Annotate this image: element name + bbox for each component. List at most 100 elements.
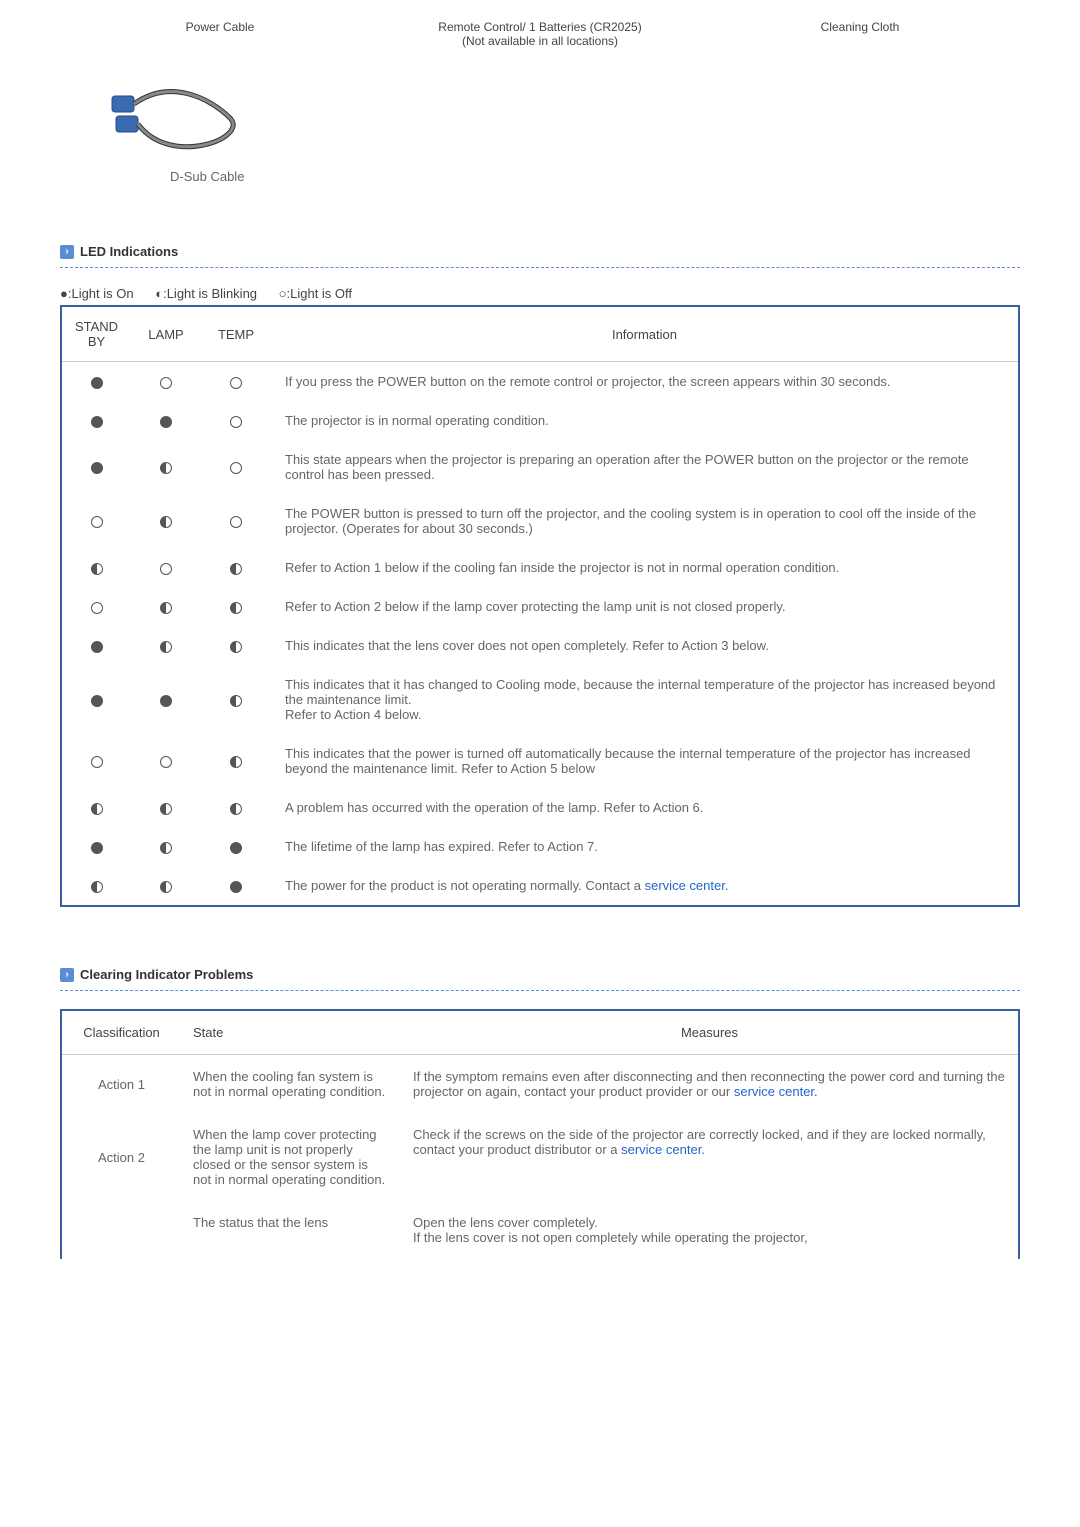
indicator-blink-icon	[91, 803, 103, 815]
led-cell	[61, 866, 131, 906]
th-state: State	[181, 1010, 401, 1055]
led-info: The projector is in normal operating con…	[271, 401, 1019, 440]
indicator-on-icon	[91, 842, 103, 854]
label-power-cable: Power Cable	[60, 20, 380, 48]
indicator-blink-icon	[230, 602, 242, 614]
th-info: Information	[271, 306, 1019, 362]
indicator-blink-icon	[160, 803, 172, 815]
indicator-on-icon	[160, 695, 172, 707]
indicator-blink-icon	[230, 563, 242, 575]
th-temp: TEMP	[201, 306, 271, 362]
table-row: The POWER button is pressed to turn off …	[61, 494, 1019, 548]
led-cell	[131, 788, 201, 827]
led-info: Refer to Action 1 below if the cooling f…	[271, 548, 1019, 587]
indicator-on-icon	[160, 416, 172, 428]
action-state: When the lamp cover protecting the lamp …	[181, 1113, 401, 1201]
indicator-on-icon	[230, 842, 242, 854]
action-state: The status that the lens	[181, 1201, 401, 1259]
led-cell	[61, 440, 131, 494]
led-cell	[201, 665, 271, 734]
indicator-blink-icon	[230, 803, 242, 815]
indicator-off-icon	[160, 377, 172, 389]
led-info: This indicates that the lens cover does …	[271, 626, 1019, 665]
service-center-link[interactable]: service center.	[645, 878, 729, 893]
indicator-off-icon	[230, 416, 242, 428]
led-cell	[61, 665, 131, 734]
table-row: The projector is in normal operating con…	[61, 401, 1019, 440]
section-led-indications: › LED Indications	[60, 244, 1020, 259]
indicator-blink-icon	[160, 462, 172, 474]
label-cleaning-cloth: Cleaning Cloth	[700, 20, 1020, 48]
indicator-off-icon	[230, 516, 242, 528]
led-cell	[201, 401, 271, 440]
led-info: The POWER button is pressed to turn off …	[271, 494, 1019, 548]
action-measures: Open the lens cover completely.If the le…	[401, 1201, 1019, 1259]
led-cell	[131, 626, 201, 665]
table-row: The lifetime of the lamp has expired. Re…	[61, 827, 1019, 866]
led-cell	[201, 587, 271, 626]
accessory-labels: Power Cable Remote Control/ 1 Batteries …	[60, 20, 1020, 48]
led-cell	[61, 827, 131, 866]
led-cell	[131, 866, 201, 906]
led-info: This indicates that it has changed to Co…	[271, 665, 1019, 734]
table-row: Refer to Action 2 below if the lamp cove…	[61, 587, 1019, 626]
action-measures: If the symptom remains even after discon…	[401, 1055, 1019, 1114]
led-info: If you press the POWER button on the rem…	[271, 362, 1019, 402]
led-cell	[131, 494, 201, 548]
arrow-icon: ›	[60, 968, 74, 982]
led-cell	[201, 440, 271, 494]
indicator-on-icon	[91, 695, 103, 707]
label-remote-line1: Remote Control/ 1 Batteries (CR2025)	[380, 20, 700, 34]
indicator-on-icon	[230, 881, 242, 893]
arrow-icon: ›	[60, 245, 74, 259]
action-classification	[61, 1201, 181, 1259]
indicator-blink-icon	[160, 641, 172, 653]
led-info: This indicates that the power is turned …	[271, 734, 1019, 788]
table-row: A problem has occurred with the operatio…	[61, 788, 1019, 827]
indicator-on-icon	[91, 377, 103, 389]
led-cell	[201, 734, 271, 788]
led-cell	[131, 827, 201, 866]
table-row: This state appears when the projector is…	[61, 440, 1019, 494]
dsub-cable-figure: D-Sub Cable	[110, 88, 1020, 184]
table-row: This indicates that the lens cover does …	[61, 626, 1019, 665]
section-underline	[60, 990, 1020, 991]
indicator-blink-icon	[230, 695, 242, 707]
indicator-blink-icon	[160, 842, 172, 854]
led-cell	[131, 734, 201, 788]
led-cell	[61, 548, 131, 587]
led-cell	[131, 665, 201, 734]
table-row: The status that the lensOpen the lens co…	[61, 1201, 1019, 1259]
table-row: This indicates that it has changed to Co…	[61, 665, 1019, 734]
led-cell	[131, 440, 201, 494]
indicator-on-icon	[91, 416, 103, 428]
service-center-link[interactable]: service center.	[734, 1084, 818, 1099]
indicator-off-icon	[91, 602, 103, 614]
led-cell	[131, 401, 201, 440]
indicator-blink-icon	[91, 563, 103, 575]
label-remote-line2: (Not available in all locations)	[380, 34, 700, 48]
indicator-on-icon	[91, 462, 103, 474]
indicator-blink-icon	[230, 641, 242, 653]
legend-off: ○:Light is Off	[279, 286, 352, 301]
indicator-off-icon	[230, 377, 242, 389]
action-classification: Action 1	[61, 1055, 181, 1114]
th-standby: STAND BY	[61, 306, 131, 362]
led-cell	[131, 362, 201, 402]
led-cell	[131, 587, 201, 626]
indicator-off-icon	[230, 462, 242, 474]
th-measures: Measures	[401, 1010, 1019, 1055]
led-cell	[201, 827, 271, 866]
led-cell	[201, 866, 271, 906]
led-cell	[201, 494, 271, 548]
table-row: The power for the product is not operati…	[61, 866, 1019, 906]
indicator-blink-icon	[91, 881, 103, 893]
indicator-off-icon	[160, 756, 172, 768]
th-classification: Classification	[61, 1010, 181, 1055]
led-table: STAND BY LAMP TEMP Information If you pr…	[60, 305, 1020, 907]
service-center-link[interactable]: service center.	[621, 1142, 705, 1157]
table-row: Refer to Action 1 below if the cooling f…	[61, 548, 1019, 587]
led-info: The lifetime of the lamp has expired. Re…	[271, 827, 1019, 866]
led-cell	[61, 494, 131, 548]
table-row: Action 2When the lamp cover protecting t…	[61, 1113, 1019, 1201]
